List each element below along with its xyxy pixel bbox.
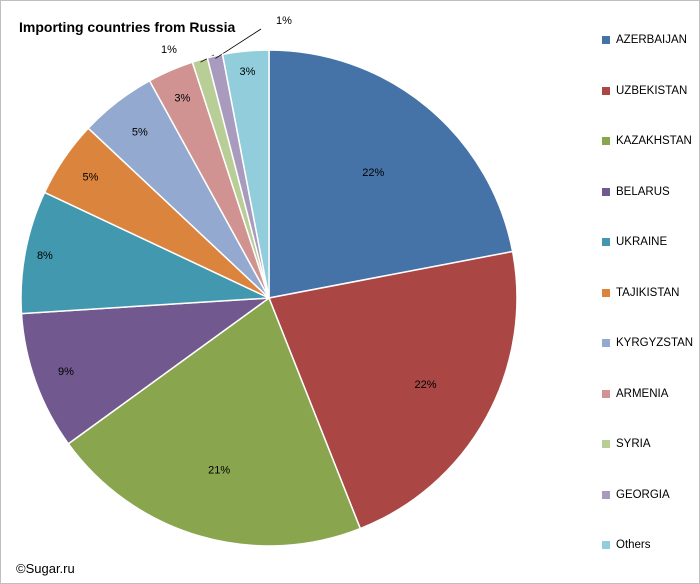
legend-label: BELARUS [616, 185, 670, 198]
data-label-tajikistan: 5% [83, 172, 99, 184]
legend-label: AZERBAIJAN [616, 34, 687, 46]
pie-slice-azerbaijan [268, 49, 514, 299]
legend-swatch [602, 490, 610, 499]
data-label-syria: 1% [161, 44, 177, 56]
pie-slice-belarus [20, 297, 272, 445]
legend-item-others: Others [602, 539, 651, 551]
copyright-text: ©Sugar.ru [16, 561, 75, 576]
legend-swatch [602, 86, 610, 95]
legend-swatch [602, 238, 610, 246]
pie-slice-ukraine [20, 191, 270, 315]
pie-slice-kazakhstan [67, 296, 362, 547]
legend-swatch [602, 137, 610, 145]
legend-swatch [602, 288, 610, 297]
chart-title: Importing countries from Russia [19, 19, 236, 35]
legend-swatch [602, 339, 610, 347]
legend-item-belarus: BELARUS [602, 186, 670, 198]
legend-item-azerbaijan: AZERBAIJAN [602, 34, 687, 46]
legend-label: TAJIKISTAN [616, 286, 680, 299]
legend-label: KYRGYZSTAN [616, 337, 694, 349]
data-label-armenia: 3% [174, 93, 190, 105]
data-label-kazakhstan: 21% [208, 465, 230, 477]
legend-label: Others [616, 539, 651, 551]
legend-item-kyrgyzstan: KYRGYZSTAN [602, 337, 693, 349]
legend-label: GEORGIA [616, 488, 670, 501]
legend-label: UKRAINE [616, 236, 668, 248]
legend-label: SYRIA [616, 438, 651, 450]
legend-swatch [602, 187, 610, 196]
legend-label: ARMENIA [616, 387, 669, 400]
legend-swatch [602, 389, 610, 398]
legend-item-ukraine: UKRAINE [602, 236, 667, 248]
pie-slice-uzbekistan [267, 250, 518, 530]
legend-swatch [602, 36, 610, 44]
data-label-georgia: 1% [276, 15, 292, 27]
legend-item-georgia: GEORGIA [602, 489, 670, 501]
data-label-others: 3% [240, 66, 256, 78]
legend-item-tajikistan: TAJIKISTAN [602, 287, 679, 299]
data-label-belarus: 9% [58, 366, 74, 378]
legend-item-kazakhstan: KAZAKHSTAN [602, 135, 692, 147]
legend-label: UZBEKISTAN [616, 84, 688, 97]
pie-slice-others [221, 49, 270, 299]
legend-item-syria: SYRIA [602, 438, 651, 450]
data-label-kyrgyzstan: 5% [132, 126, 148, 138]
legend-label: KAZAKHSTAN [616, 135, 692, 147]
data-label-ukraine: 8% [37, 250, 53, 262]
legend-swatch [602, 440, 610, 448]
legend-item-uzbekistan: UZBEKISTAN [602, 85, 687, 97]
leader-line-georgia [215, 28, 262, 59]
legend-swatch [602, 541, 610, 549]
data-label-uzbekistan: 22% [414, 379, 436, 391]
data-label-azerbaijan: 22% [362, 167, 384, 179]
legend-item-armenia: ARMENIA [602, 388, 668, 400]
